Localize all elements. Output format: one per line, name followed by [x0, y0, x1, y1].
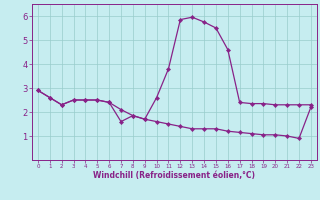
X-axis label: Windchill (Refroidissement éolien,°C): Windchill (Refroidissement éolien,°C)	[93, 171, 255, 180]
